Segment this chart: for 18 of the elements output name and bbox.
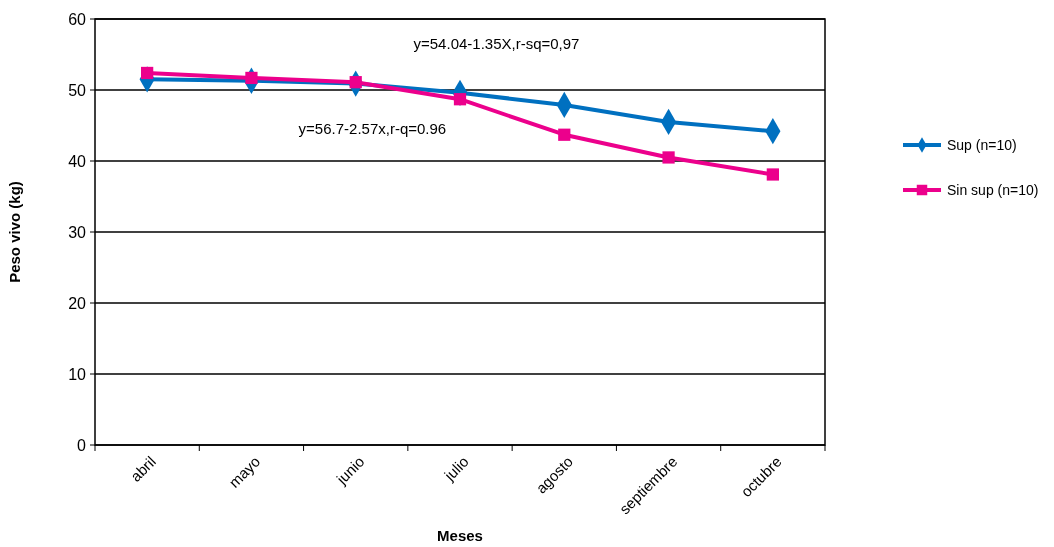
legend-label: Sin sup (n=10) <box>947 181 1039 198</box>
y-tick-label: 10 <box>68 365 87 383</box>
annotation: y=54.04-1.35X,r-sq=0,97 <box>413 34 580 52</box>
y-tick-label: 0 <box>77 436 87 454</box>
legend-label: Sup (n=10) <box>947 136 1017 153</box>
point <box>245 71 258 85</box>
y-tick-label: 30 <box>68 223 87 241</box>
y-tick-label: 60 <box>68 10 87 28</box>
x-axis-title: Meses <box>437 527 483 544</box>
y-axis-title: Peso vivo (kg) <box>6 181 23 283</box>
y-tick-label: 20 <box>68 294 87 312</box>
point <box>662 151 675 164</box>
point <box>558 128 571 141</box>
y-tick-label: 40 <box>68 152 87 170</box>
annotation: y=56.7-2.57x,r-q=0.96 <box>298 120 447 138</box>
point <box>453 93 467 106</box>
y-tick-label: 50 <box>68 81 87 99</box>
point <box>766 168 779 181</box>
